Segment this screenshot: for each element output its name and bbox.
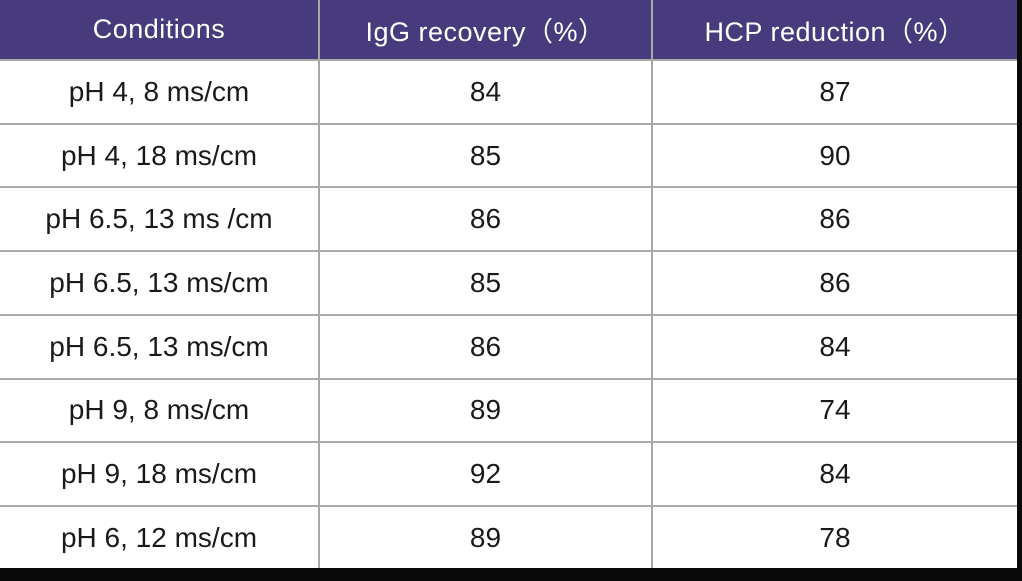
table-row: pH 4, 18 ms/cm 85 90 bbox=[0, 122, 1017, 188]
condition-cell: pH 9, 8 ms/cm bbox=[0, 377, 319, 443]
header-row: Conditions IgG recovery（%） HCP reduction… bbox=[0, 0, 1017, 60]
hcp-reduction-cell: 86 bbox=[651, 250, 1017, 315]
condition-cell: pH 6.5, 13 ms/cm bbox=[0, 313, 319, 379]
bottom-frame-bar bbox=[0, 568, 1022, 581]
column-header-hcp-reduction: HCP reduction（%） bbox=[651, 0, 1017, 60]
table-row: pH 6, 12 ms/cm 89 78 bbox=[0, 505, 1017, 568]
condition-cell: pH 6.5, 13 ms /cm bbox=[0, 186, 319, 252]
igg-recovery-cell: 89 bbox=[318, 377, 652, 443]
hcp-reduction-cell: 84 bbox=[651, 441, 1017, 507]
table-row: pH 6.5, 13 ms/cm 85 86 bbox=[0, 250, 1017, 315]
igg-recovery-cell: 84 bbox=[318, 59, 652, 124]
table-row: pH 4, 8 ms/cm 84 87 bbox=[0, 59, 1017, 124]
condition-cell: pH 4, 8 ms/cm bbox=[0, 59, 319, 124]
hcp-reduction-cell: 74 bbox=[651, 377, 1017, 443]
table-row: pH 9, 8 ms/cm 89 74 bbox=[0, 377, 1017, 443]
table-row: pH 6.5, 13 ms /cm 86 86 bbox=[0, 186, 1017, 252]
condition-cell: pH 4, 18 ms/cm bbox=[0, 122, 319, 188]
results-table: Conditions IgG recovery（%） HCP reduction… bbox=[0, 0, 1017, 568]
hcp-reduction-cell: 84 bbox=[651, 313, 1017, 379]
right-frame-bar bbox=[1017, 0, 1022, 581]
column-header-igg-recovery: IgG recovery（%） bbox=[318, 0, 652, 60]
igg-recovery-cell: 85 bbox=[318, 250, 652, 315]
igg-recovery-cell: 92 bbox=[318, 441, 652, 507]
igg-recovery-cell: 89 bbox=[318, 505, 652, 568]
hcp-reduction-cell: 86 bbox=[651, 186, 1017, 252]
hcp-reduction-cell: 87 bbox=[651, 59, 1017, 124]
hcp-reduction-cell: 90 bbox=[651, 122, 1017, 188]
condition-cell: pH 6, 12 ms/cm bbox=[0, 505, 319, 568]
table-body: pH 4, 8 ms/cm 84 87 pH 4, 18 ms/cm 85 90 pH 6.… bbox=[0, 59, 1017, 568]
column-header-conditions: Conditions bbox=[0, 0, 319, 60]
igg-recovery-cell: 86 bbox=[318, 313, 652, 379]
hcp-reduction-cell: 78 bbox=[651, 505, 1017, 568]
igg-recovery-cell: 86 bbox=[318, 186, 652, 252]
igg-recovery-cell: 85 bbox=[318, 122, 652, 188]
condition-cell: pH 9, 18 ms/cm bbox=[0, 441, 319, 507]
table-row: pH 6.5, 13 ms/cm 86 84 bbox=[0, 313, 1017, 379]
table-row: pH 9, 18 ms/cm 92 84 bbox=[0, 441, 1017, 507]
condition-cell: pH 6.5, 13 ms/cm bbox=[0, 250, 319, 315]
